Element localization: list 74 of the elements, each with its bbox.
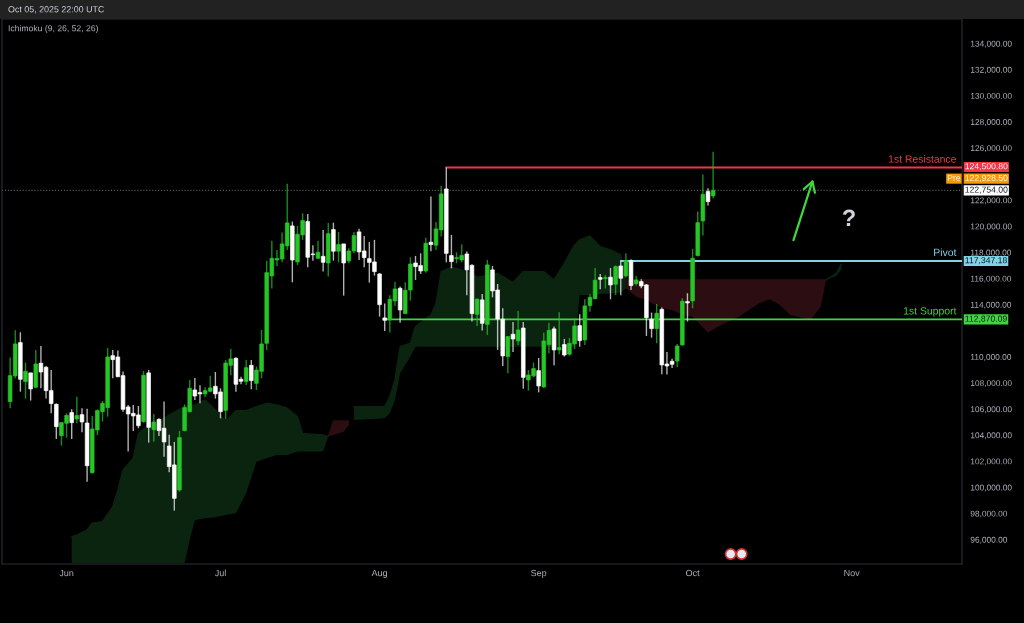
candlestick — [480, 293, 485, 332]
text: 122,928.50 — [965, 174, 1008, 182]
y-tick-label: 130,000.00 — [970, 92, 1012, 100]
y-tick-label: 118,000.00 — [970, 249, 1012, 257]
candlestick — [23, 361, 28, 400]
x-tick-label: Aug — [371, 569, 388, 578]
y-tick-label: 132,000.00 — [970, 66, 1012, 74]
y-tick-label: 108,000.00 — [970, 380, 1012, 388]
data-label: 112,870.09 — [965, 315, 1007, 323]
candlestick — [341, 243, 346, 297]
y-tick-label: 134,000.00 — [970, 40, 1012, 48]
candlestick — [54, 402, 59, 440]
candlestick — [685, 292, 690, 323]
y-tick-label: 100,000.00 — [970, 484, 1012, 492]
candlestick — [608, 267, 613, 300]
candlestick — [320, 229, 326, 273]
candlestick — [428, 195, 434, 252]
candlestick — [331, 221, 336, 262]
series-label: 1st Resistance — [888, 155, 956, 163]
x-tick-label: Jun — [59, 569, 74, 577]
candlestick — [474, 297, 480, 327]
y-tick-label: 120,000.00 — [970, 223, 1012, 231]
candlestick — [654, 303, 659, 344]
candlestick — [710, 150, 716, 199]
candlestick — [505, 335, 511, 374]
candlestick — [151, 413, 156, 443]
y-tick-label: 96,000.00 — [970, 536, 1008, 544]
annotation: Ichimoku (9, 26, 52, 26) — [8, 24, 98, 34]
x-tick-label: Sep — [531, 569, 547, 578]
series-label: 1st Support — [903, 307, 957, 317]
candlestick — [361, 235, 367, 268]
y-tick-label: 126,000.00 — [970, 145, 1012, 153]
text: Oct 05, 2025 22:00 UTC — [8, 6, 105, 14]
candlestick — [449, 234, 454, 270]
x-tick-label: Jul — [214, 569, 226, 577]
candlestick — [28, 372, 33, 402]
candlestick — [618, 260, 623, 296]
y-tick-label: 128,000.00 — [970, 119, 1012, 126]
candlestick — [613, 264, 618, 296]
y-tick-label: 116,000.00 — [970, 275, 1012, 283]
candlestick — [510, 321, 516, 353]
y-tick-label: 114,000.00 — [970, 301, 1012, 309]
annotation: Pre — [947, 174, 961, 181]
candlestick — [382, 302, 387, 332]
candlestick — [336, 231, 341, 264]
series-label: Pivot — [934, 248, 957, 257]
candlestick — [249, 359, 254, 391]
y-tick-label: 106,000.00 — [970, 406, 1012, 414]
candlestick — [556, 311, 562, 355]
candlestick — [69, 408, 74, 440]
y-tick-label: 104,000.00 — [970, 432, 1012, 440]
candlestick — [192, 377, 198, 401]
candlestick — [33, 349, 38, 389]
y-tick-label: 102,000.00 — [970, 458, 1012, 466]
y-tick-label: 98,000.00 — [970, 510, 1008, 518]
candlestick — [48, 369, 54, 415]
candlestick — [551, 325, 557, 367]
x-tick-label: Nov — [844, 569, 860, 577]
x-tick-label: Oct — [686, 569, 700, 577]
candlestick — [515, 310, 521, 346]
ref-line-label: 122,754.00 — [965, 186, 1008, 194]
candlestick — [397, 285, 403, 324]
candlestick — [649, 311, 654, 339]
data-label: 117,347.18 — [965, 257, 1007, 265]
candlestick — [577, 313, 582, 348]
y-tick-label: 122,000.00 — [970, 197, 1012, 205]
data-label: 124,500.80 — [965, 163, 1008, 171]
candlestick — [623, 252, 629, 279]
candlestick — [74, 395, 80, 424]
candlestick — [315, 239, 321, 260]
y-tick-label: 110,000.00 — [970, 354, 1012, 361]
annotation: ? — [842, 209, 855, 227]
candlestick — [243, 359, 249, 386]
candlestick — [536, 357, 541, 394]
